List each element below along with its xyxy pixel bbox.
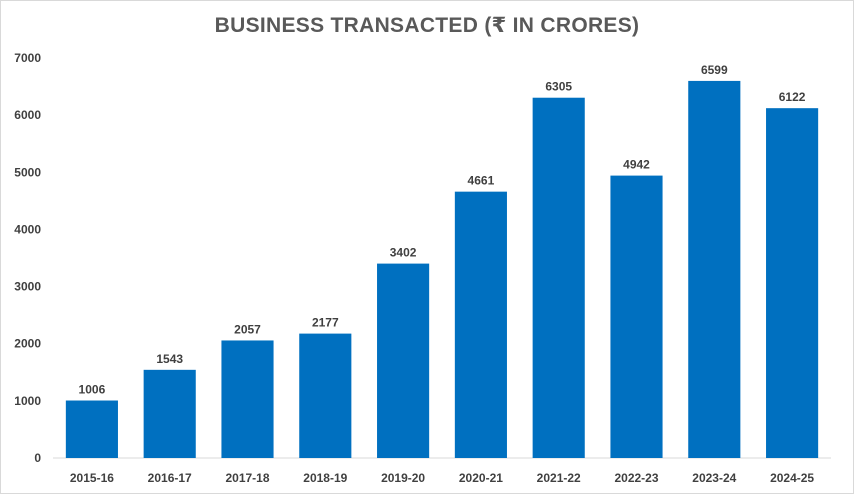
x-tick-label: 2018-19 <box>303 471 347 485</box>
x-tick-label: 2022-23 <box>614 471 658 485</box>
bar <box>610 175 663 458</box>
bar <box>299 333 352 458</box>
y-tick-label: 5000 <box>14 165 41 179</box>
chart-title: BUSINESS TRANSACTED (₹ IN CRORES) <box>214 14 640 37</box>
y-tick-label: 7000 <box>14 51 41 65</box>
y-tick-label: 4000 <box>14 222 41 236</box>
data-label: 6305 <box>545 80 572 94</box>
bar <box>766 108 819 459</box>
y-tick-label: 6000 <box>14 108 41 122</box>
bar <box>221 340 274 458</box>
data-label: 2057 <box>234 322 261 336</box>
data-label: 1543 <box>156 352 183 366</box>
x-tick-label: 2019-20 <box>381 471 425 485</box>
data-label: 4661 <box>468 174 495 188</box>
bar <box>688 80 741 459</box>
y-tick-label: 2000 <box>14 337 41 351</box>
x-tick-label: 2020-21 <box>459 471 503 485</box>
bar <box>454 191 507 458</box>
x-tick-label: 2017-18 <box>225 471 269 485</box>
x-tick-label: 2023-24 <box>692 471 736 485</box>
y-tick-label: 1000 <box>14 394 41 408</box>
data-label: 1006 <box>79 383 106 397</box>
x-tick-label: 2016-17 <box>148 471 192 485</box>
bar <box>65 400 118 458</box>
data-label: 4942 <box>623 158 650 172</box>
x-tick-label: 2015-16 <box>70 471 114 485</box>
data-label: 3402 <box>390 246 417 260</box>
y-tick-label: 3000 <box>14 280 41 294</box>
x-tick-label: 2021-22 <box>537 471 581 485</box>
bar <box>532 97 585 458</box>
x-tick-label: 2024-25 <box>770 471 814 485</box>
data-label: 2177 <box>312 316 339 330</box>
bar <box>143 369 196 458</box>
bar <box>377 263 430 458</box>
y-tick-label: 0 <box>34 451 41 465</box>
data-label: 6122 <box>779 90 806 104</box>
data-label: 6599 <box>701 63 728 77</box>
